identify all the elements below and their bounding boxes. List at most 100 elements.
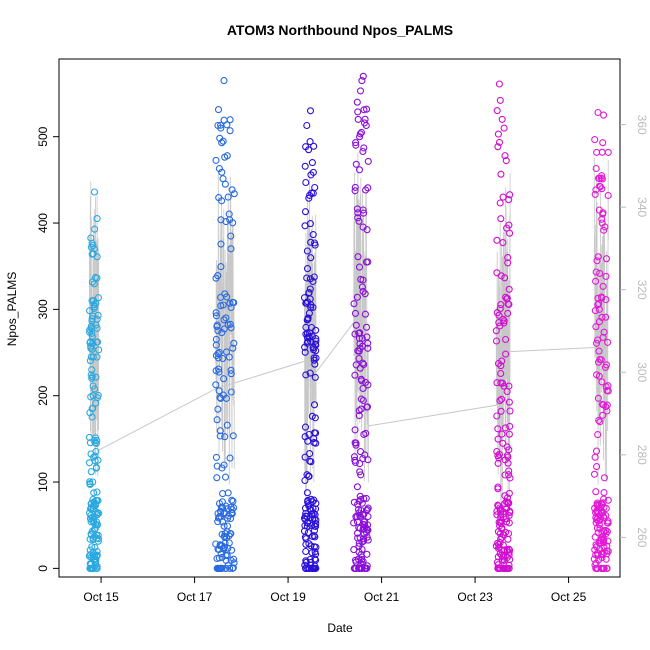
data-point [227, 388, 235, 396]
data-point [301, 423, 310, 431]
data-point [598, 215, 606, 223]
data-point [498, 115, 506, 123]
data-point [600, 111, 608, 119]
data-point [499, 541, 507, 549]
data-point [215, 554, 223, 562]
data-point [214, 564, 222, 572]
data-point [219, 175, 227, 183]
data-point [89, 553, 98, 561]
data-point [355, 497, 363, 505]
data-point [88, 278, 96, 286]
data-point [356, 468, 364, 476]
data-point [602, 272, 610, 280]
data-point [303, 274, 311, 282]
data-point [90, 514, 98, 522]
data-point [309, 498, 317, 506]
data-point [311, 533, 319, 541]
data-point [303, 265, 312, 273]
y-axis-label: Npos_PALMS [5, 272, 19, 346]
data-point [310, 522, 319, 530]
data-point [495, 138, 504, 146]
data-point [496, 96, 504, 104]
data-point [227, 370, 235, 378]
data-point [494, 435, 502, 443]
data-point [594, 394, 602, 402]
data-point [492, 337, 501, 345]
data-point [357, 551, 365, 559]
series-flight-5 [492, 80, 514, 572]
data-point [303, 489, 311, 497]
data-point [364, 339, 372, 347]
data-point [357, 513, 365, 521]
data-point [603, 401, 611, 409]
data-point [501, 274, 509, 282]
data-point [92, 373, 100, 381]
data-point [301, 453, 309, 461]
data-point [360, 521, 369, 529]
data-point [312, 543, 320, 551]
data-point [352, 141, 360, 149]
data-point [361, 115, 369, 123]
data-point [91, 385, 99, 393]
data-point [354, 347, 362, 355]
data-point [597, 293, 606, 301]
data-point [597, 503, 605, 511]
data-point [306, 555, 314, 564]
data-point [497, 362, 505, 370]
data-point [502, 157, 510, 165]
data-point [591, 190, 599, 198]
secondary-line-layer [89, 152, 609, 508]
data-point [229, 432, 237, 440]
data-point [220, 522, 228, 530]
data-point [601, 223, 609, 231]
data-point [305, 472, 313, 480]
data-point [592, 164, 600, 173]
data-point [599, 411, 607, 419]
x-tick-label: Oct 19 [270, 590, 306, 604]
data-point [306, 138, 314, 146]
data-point [499, 239, 507, 247]
y-tick-label: 100 [36, 472, 50, 492]
data-point [312, 564, 320, 572]
data-point [214, 518, 222, 526]
data-point [493, 107, 501, 115]
data-point [591, 136, 599, 144]
data-point [595, 318, 604, 326]
data-point [86, 357, 94, 365]
data-point [217, 216, 225, 224]
data-point [227, 245, 235, 253]
data-point [505, 564, 513, 572]
data-point [90, 280, 98, 288]
right-y-tick-label: 320 [635, 280, 649, 300]
data-point [306, 275, 314, 283]
data-point [310, 532, 318, 540]
data-point [505, 499, 513, 507]
data-point [225, 539, 233, 547]
data-point [227, 232, 235, 240]
data-point [603, 387, 611, 395]
data-point [362, 323, 371, 331]
data-point [308, 412, 316, 420]
data-point [594, 336, 602, 344]
data-point [300, 294, 309, 302]
data-point [228, 546, 236, 554]
data-point [219, 391, 227, 399]
data-point [88, 329, 96, 337]
data-point [312, 337, 320, 345]
data-point [595, 372, 603, 380]
data-point [88, 250, 96, 258]
data-point [88, 366, 96, 374]
data-point [354, 115, 362, 123]
data-point [594, 431, 602, 439]
data-point [596, 511, 604, 519]
data-point [500, 317, 508, 325]
data-point [87, 325, 95, 333]
data-point [505, 467, 513, 475]
data-point [494, 359, 503, 368]
data-point [304, 519, 312, 527]
data-point [312, 335, 320, 343]
data-point [226, 564, 234, 572]
data-point [213, 416, 221, 424]
data-point [302, 371, 310, 379]
